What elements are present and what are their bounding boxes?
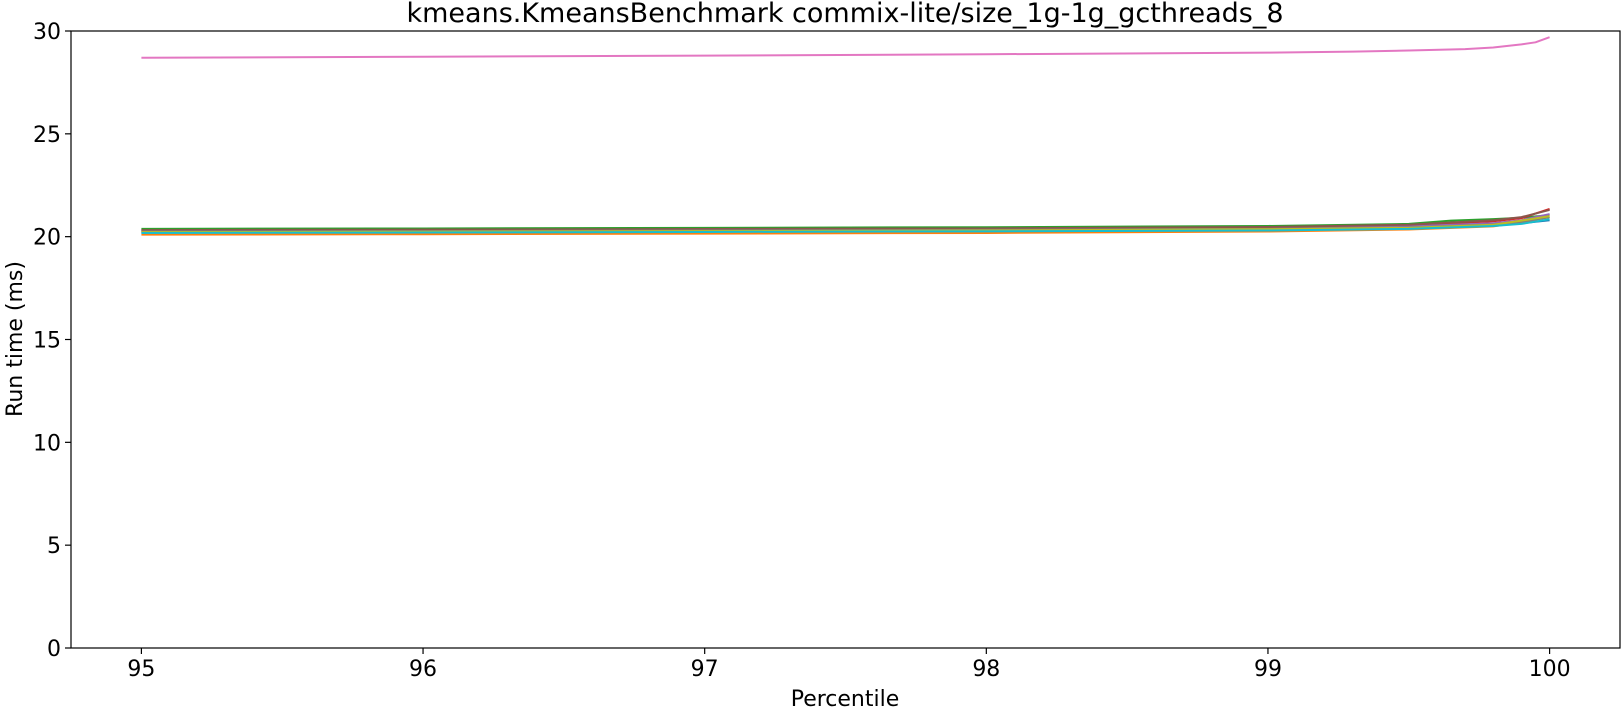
- y-axis-ticks: 0 5 10 15 20 25 30: [33, 20, 71, 662]
- x-axis-ticks: 95 96 97 98 99 100: [127, 648, 1571, 682]
- y-tick-label: 20: [33, 226, 61, 251]
- y-tick-label: 15: [33, 329, 61, 354]
- y-tick-label: 25: [33, 123, 61, 148]
- y-tick-label: 10: [33, 431, 61, 456]
- series-line-7: [141, 36, 1550, 59]
- series-lines: [141, 36, 1550, 236]
- series-line-10: [141, 218, 1550, 234]
- series-line-6: [141, 208, 1550, 232]
- x-tick-label: 99: [1254, 657, 1282, 682]
- x-tick-label: 97: [691, 657, 719, 682]
- chart-title: kmeans.KmeansBenchmark commix-lite/size_…: [406, 0, 1283, 29]
- y-axis-label: Run time (ms): [3, 261, 28, 417]
- y-tick-label: 0: [47, 637, 61, 662]
- x-axis-label: Percentile: [791, 687, 900, 710]
- x-tick-label: 98: [972, 657, 1000, 682]
- plot-area-frame: [70, 30, 1621, 649]
- x-tick-label: 95: [127, 657, 155, 682]
- x-tick-label: 100: [1529, 657, 1571, 682]
- y-tick-label: 30: [33, 20, 61, 45]
- y-tick-label: 5: [47, 534, 61, 559]
- x-tick-label: 96: [409, 657, 437, 682]
